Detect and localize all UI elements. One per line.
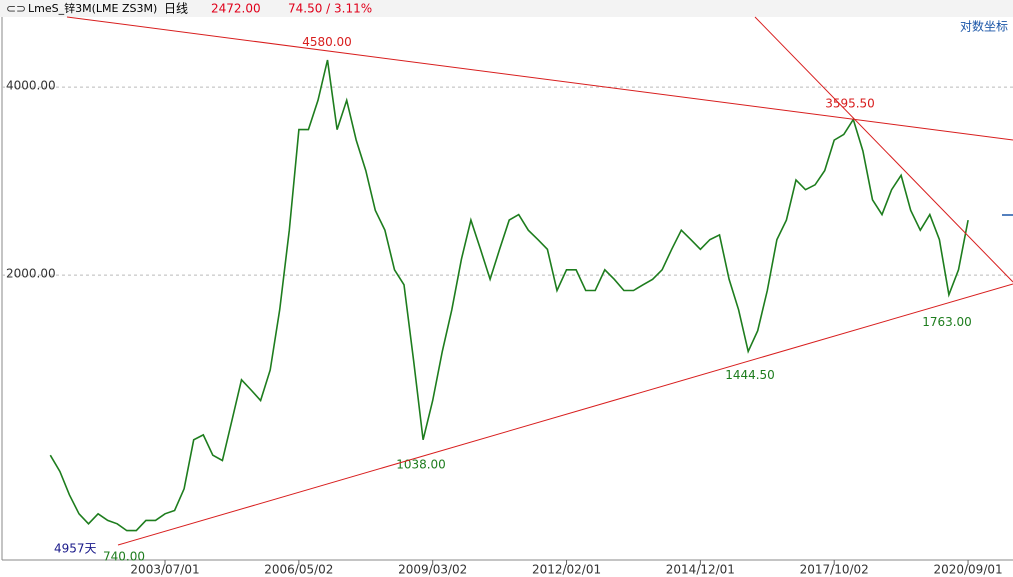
x-tick-label: 2003/07/01 <box>130 563 199 577</box>
x-tick-label: 2017/10/02 <box>800 563 869 577</box>
span-label: 4957天 <box>54 542 97 556</box>
annotation: 740.00 <box>103 549 145 563</box>
header-bar <box>0 0 1013 17</box>
y-tick-label: 4000.00 <box>6 79 56 93</box>
x-tick-label: 2009/03/02 <box>398 563 467 577</box>
annotation: 1444.50 <box>725 368 775 382</box>
price-line <box>49 59 969 532</box>
period[interactable]: 日线 <box>164 2 188 16</box>
annotation: 3595.50 <box>825 97 875 111</box>
annotation: 1038.00 <box>396 458 446 472</box>
trend-line <box>754 16 1013 283</box>
x-tick-label: 2012/02/01 <box>532 563 601 577</box>
x-tick-label: 2020/09/01 <box>933 563 1002 577</box>
x-tick-label: 2014/12/01 <box>666 563 735 577</box>
last-price: 2472.00 <box>211 2 261 16</box>
symbol: LmeS_锌3M(LME ZS3M) <box>28 1 157 15</box>
annotation: 1763.00 <box>922 315 972 329</box>
plot: 2000.00 4000.00 2003/07/01 2006/05/02 2009/0… <box>2 35 1013 577</box>
x-tick-label: 2006/05/02 <box>264 563 333 577</box>
annotation: 4580.00 <box>302 35 352 49</box>
link-icon: ⊂⊃ <box>6 2 26 16</box>
trend-line <box>117 283 1013 546</box>
price-change: 74.50 / 3.11% <box>288 2 372 16</box>
y-tick-label: 2000.00 <box>6 267 56 281</box>
scale-mode[interactable]: 对数坐标 <box>960 19 1008 34</box>
